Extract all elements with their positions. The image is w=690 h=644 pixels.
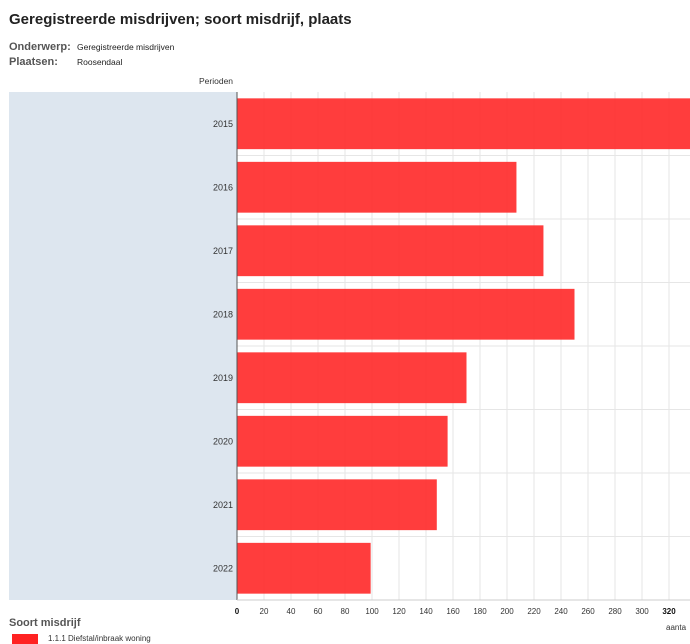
places-row: Plaatsen: Roosendaal xyxy=(9,56,122,68)
x-tick-label-100: 100 xyxy=(365,607,379,616)
legend-swatch xyxy=(12,634,38,644)
category-label-2019: 2019 xyxy=(213,373,233,383)
category-label-2021: 2021 xyxy=(213,500,233,510)
category-label-2017: 2017 xyxy=(213,246,233,256)
value-axis-label: aanta xyxy=(666,623,687,632)
category-band xyxy=(9,92,237,600)
page-title: Geregistreerde misdrijven; soort misdrij… xyxy=(9,11,352,28)
x-tick-label-160: 160 xyxy=(446,607,460,616)
x-tick-label-260: 260 xyxy=(581,607,595,616)
category-label-2018: 2018 xyxy=(213,309,233,319)
x-tick-label-280: 280 xyxy=(608,607,622,616)
x-tick-label-120: 120 xyxy=(392,607,406,616)
category-label-2022: 2022 xyxy=(213,563,233,573)
subject-label: Onderwerp: xyxy=(9,41,71,53)
x-tick-label-320: 320 xyxy=(662,607,676,616)
x-tick-label-0: 0 xyxy=(235,607,240,616)
category-label-2016: 2016 xyxy=(213,182,233,192)
bar-2015 xyxy=(237,98,690,150)
category-label-2015: 2015 xyxy=(213,119,233,129)
bar-2020 xyxy=(237,415,448,467)
subject-value: Geregistreerde misdrijven xyxy=(77,42,175,52)
bar-2016 xyxy=(237,161,517,213)
x-tick-label-200: 200 xyxy=(500,607,514,616)
category-label-2020: 2020 xyxy=(213,436,233,446)
legend-title: Soort misdrijf xyxy=(9,617,81,629)
legend-item[interactable]: 1.1.1 Diefstal/inbraak woning xyxy=(9,634,151,644)
x-tick-label-220: 220 xyxy=(527,607,541,616)
bar-2018 xyxy=(237,288,575,340)
bar-2017 xyxy=(237,225,544,277)
x-tick-label-20: 20 xyxy=(260,607,269,616)
subject-row: Onderwerp: Geregistreerde misdrijven xyxy=(9,41,174,53)
places-label: Plaatsen: xyxy=(9,56,58,68)
x-tick-label-300: 300 xyxy=(635,607,649,616)
x-tick-label-80: 80 xyxy=(341,607,350,616)
category-axis-label: Perioden xyxy=(199,76,234,86)
legend-item-label: 1.1.1 Diefstal/inbraak woning xyxy=(48,634,151,644)
bar-2021 xyxy=(237,479,437,531)
places-value: Roosendaal xyxy=(77,57,123,67)
bar-2019 xyxy=(237,352,467,404)
bar-2022 xyxy=(237,542,371,594)
x-tick-label-40: 40 xyxy=(287,607,296,616)
x-tick-label-140: 140 xyxy=(419,607,433,616)
x-tick-label-240: 240 xyxy=(554,607,568,616)
x-tick-label-180: 180 xyxy=(473,607,487,616)
x-tick-label-60: 60 xyxy=(314,607,323,616)
